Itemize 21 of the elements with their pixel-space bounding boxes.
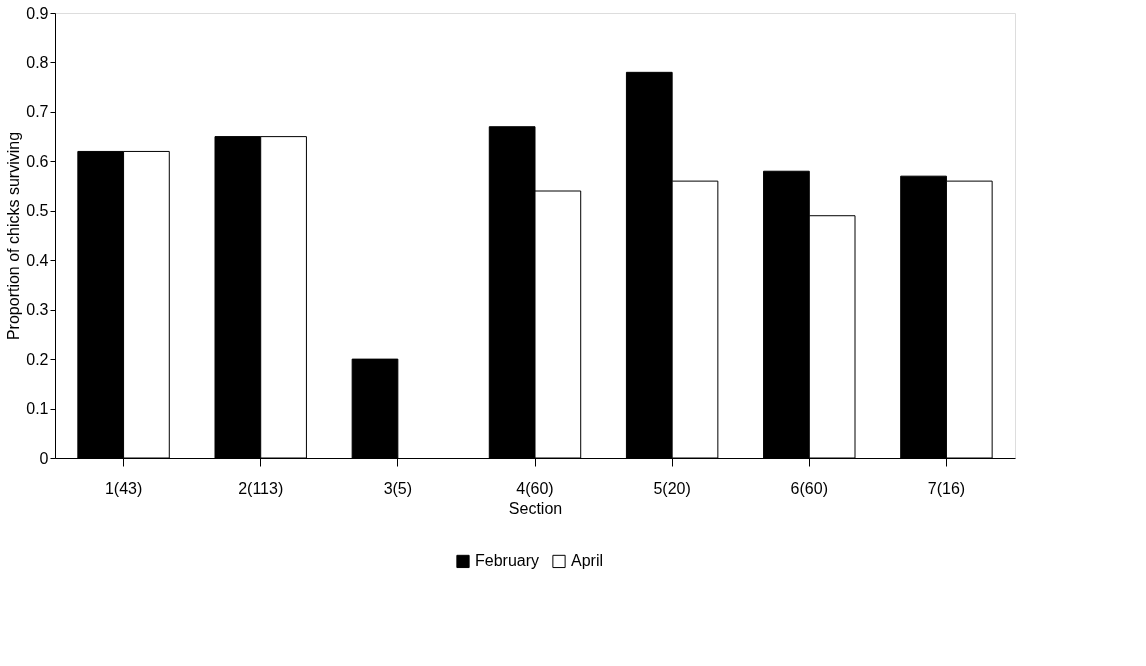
y-axis-title: Proportion of chicks surviving [5, 131, 23, 341]
y-tick-label: 0.9 [26, 4, 49, 22]
y-tick-label: 0.1 [26, 400, 49, 418]
x-tick-label: 4(60) [516, 479, 554, 497]
y-tick-label: 0.3 [26, 301, 49, 319]
x-tick-label: 2(113) [238, 479, 284, 497]
y-tick-label: 0.8 [26, 53, 49, 71]
y-tick-label: 0.2 [26, 350, 49, 368]
y-tick-label: 0.5 [26, 202, 49, 220]
x-tick-label: 6(60) [790, 479, 828, 497]
y-tick-label: 0.7 [26, 103, 49, 121]
y-tick-label: 0.6 [26, 152, 49, 170]
legend-label: April [571, 552, 604, 570]
y-tick-label: 0 [39, 449, 49, 467]
x-tick-label: 7(16) [927, 479, 966, 497]
x-tick-label: 5(20) [653, 479, 691, 497]
legend-label: February [475, 552, 540, 570]
x-axis-title: Section [508, 499, 563, 517]
x-tick-label: 1(43) [104, 479, 143, 497]
y-tick-label: 0.4 [26, 251, 49, 269]
x-tick-label: 3(5) [383, 479, 413, 497]
